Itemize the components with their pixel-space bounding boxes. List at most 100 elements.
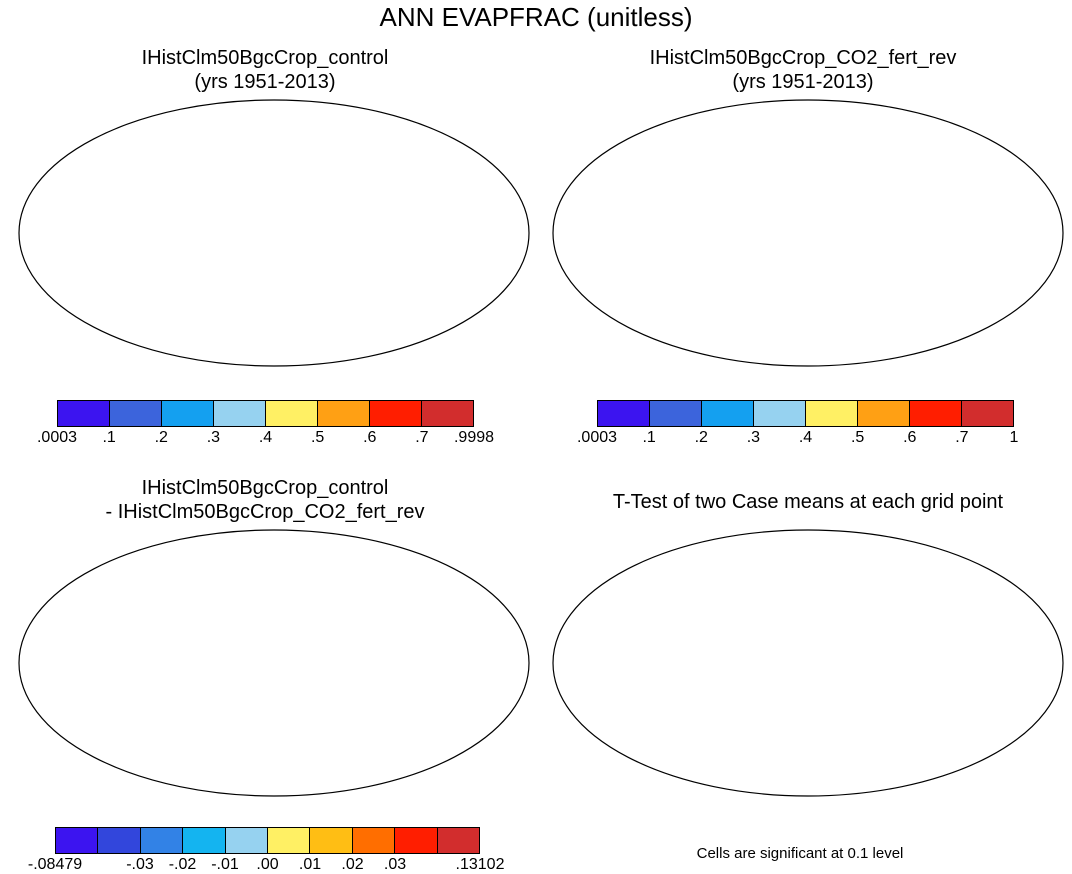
land-region — [798, 588, 1008, 648]
land-region — [149, 238, 204, 348]
colorbar-cell — [58, 401, 110, 426]
panel-title-top-right-line2: (yrs 1951-2013) — [732, 71, 874, 93]
colorbar-tick-label: .9998 — [453, 429, 495, 446]
land-region — [419, 703, 499, 748]
colorbar-tick-label: 1 — [1009, 429, 1019, 446]
land-region — [239, 188, 364, 218]
land-region — [773, 188, 898, 218]
panel-title-top-right-line1: IHistClm50BgcCrop_CO2_fert_rev — [649, 47, 957, 69]
colorbar-tick-label: .1 — [642, 429, 656, 446]
colorbar-tick-label: -.02 — [168, 856, 197, 873]
colorbar-cell — [214, 401, 266, 426]
colorbar-cell — [702, 401, 754, 426]
land-region — [773, 218, 878, 243]
colorbar-cell — [650, 401, 702, 426]
land-region — [274, 553, 494, 598]
land-region — [808, 123, 1028, 168]
colorbar-tick-label: .5 — [310, 429, 325, 446]
colorbar-cell — [183, 828, 226, 853]
land-region — [99, 593, 199, 648]
land-region — [813, 273, 848, 308]
colorbar-tick-label: -.03 — [126, 856, 154, 873]
land-region — [613, 543, 748, 598]
map-frame — [552, 529, 1064, 797]
land-region — [908, 643, 983, 683]
colorbar-cell — [598, 401, 650, 426]
colorbar-cell — [56, 828, 99, 853]
land-region — [633, 593, 733, 648]
land-region — [239, 648, 344, 673]
colorbar-tick-label: .3 — [746, 429, 761, 446]
colorbar-cell — [318, 401, 370, 426]
colorbar-tick-label: -.08479 — [27, 856, 83, 873]
colorbar-cell — [754, 401, 806, 426]
colorbar-cell — [962, 401, 1013, 426]
land-region — [953, 273, 1033, 318]
map-top-left — [18, 99, 530, 367]
panel-title-bottom-right: T-Test of two Case means at each grid po… — [548, 490, 1068, 514]
colorbar-tick-label: .6 — [363, 429, 377, 446]
land-region — [683, 668, 738, 778]
land-region — [948, 683, 1023, 703]
land-region — [953, 703, 1033, 748]
colorbar-tick-label: .6 — [903, 429, 917, 446]
colorbar-top-left — [57, 400, 474, 427]
land-region — [738, 535, 783, 563]
land-region — [813, 703, 848, 738]
colorbar-cell — [225, 828, 269, 853]
panel-title-bottom-left-line1: IHistClm50BgcCrop_control — [141, 477, 389, 499]
land-region — [124, 213, 164, 238]
colorbar-tick-label: .7 — [415, 429, 429, 446]
map-top-right — [552, 99, 1064, 367]
colorbar-tick-label: .3 — [206, 429, 221, 446]
land-region — [613, 113, 748, 168]
panel-title-top-right: IHistClm50BgcCrop_CO2_fert_rev (yrs 1951… — [548, 46, 1058, 94]
colorbar-cell — [806, 401, 858, 426]
colorbar-tick-label: -.01 — [211, 856, 239, 873]
colorbar-tick-label: .4 — [798, 429, 813, 446]
land-region — [149, 668, 204, 778]
land-region — [414, 683, 489, 703]
colorbar-tick-label: .03 — [383, 856, 407, 873]
land-region — [658, 643, 698, 668]
colorbar-cell — [370, 401, 422, 426]
colorbar-tick-label: .02 — [341, 856, 364, 873]
panel-title-top-left-line1: IHistClm50BgcCrop_control — [141, 47, 389, 69]
panel-title-top-left: IHistClm50BgcCrop_control (yrs 1951-2013… — [20, 46, 510, 94]
land-region — [79, 113, 214, 168]
colorbar-cell — [422, 401, 473, 426]
colorbar-tick-label: .13102 — [455, 856, 505, 873]
colorbar-tick-label: .4 — [258, 429, 273, 446]
colorbar-cell — [437, 828, 480, 853]
colorbar-cell — [310, 828, 353, 853]
colorbar-tick-label: .2 — [154, 429, 168, 446]
land-region — [798, 158, 1008, 218]
land-region — [264, 158, 474, 218]
panel-title-bottom-left: IHistClm50BgcCrop_control - IHistClm50Bg… — [20, 476, 510, 524]
colorbar-tick-label: .0003 — [36, 429, 78, 446]
land-region — [633, 163, 733, 218]
colorbar-cell — [162, 401, 214, 426]
land-region — [773, 648, 878, 673]
land-region — [374, 213, 449, 253]
colorbar-cell — [266, 401, 318, 426]
colorbar-tick-label: .01 — [298, 856, 322, 873]
colorbar-tick-label: .5 — [850, 429, 865, 446]
land-region — [124, 643, 164, 668]
significance-footnote: Cells are significant at 0.1 level — [696, 845, 904, 862]
colorbar-tick-label: .7 — [955, 429, 969, 446]
land-region — [239, 218, 344, 243]
colorbar-tick-label: .0003 — [576, 429, 618, 446]
colorbar-cell — [140, 828, 184, 853]
land-region — [279, 273, 314, 308]
land-region — [264, 588, 474, 648]
land-region — [948, 253, 1023, 273]
map-bottom-left — [18, 529, 530, 797]
land-region — [738, 105, 783, 133]
land-region — [783, 668, 868, 738]
map-frame — [552, 99, 1064, 367]
map-frame — [18, 99, 530, 367]
land-region — [249, 668, 334, 738]
land-region — [783, 238, 868, 308]
land-region — [239, 618, 364, 648]
